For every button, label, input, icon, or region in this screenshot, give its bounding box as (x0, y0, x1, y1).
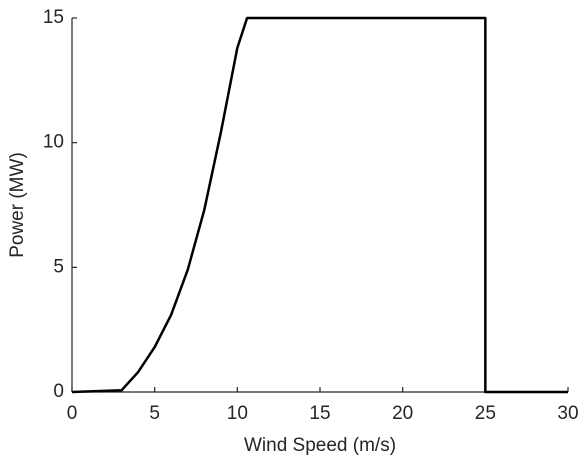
y-tick-label: 0 (53, 381, 64, 402)
y-axis-label: Power (MW) (7, 152, 28, 258)
x-tick-label: 20 (392, 403, 413, 424)
x-tick-label: 25 (475, 403, 496, 424)
y-tick-label: 10 (43, 132, 64, 153)
y-tick-label: 15 (43, 7, 64, 28)
x-tick-label: 5 (149, 403, 160, 424)
x-tick-label: 10 (227, 403, 248, 424)
x-tick-label: 0 (67, 403, 78, 424)
data-line (71, 16, 568, 394)
x-axis-label: Wind Speed (m/s) (244, 435, 396, 456)
y-tick-label: 5 (53, 256, 64, 277)
x-tick-label: 30 (557, 403, 578, 424)
x-tick-label: 15 (309, 403, 330, 424)
